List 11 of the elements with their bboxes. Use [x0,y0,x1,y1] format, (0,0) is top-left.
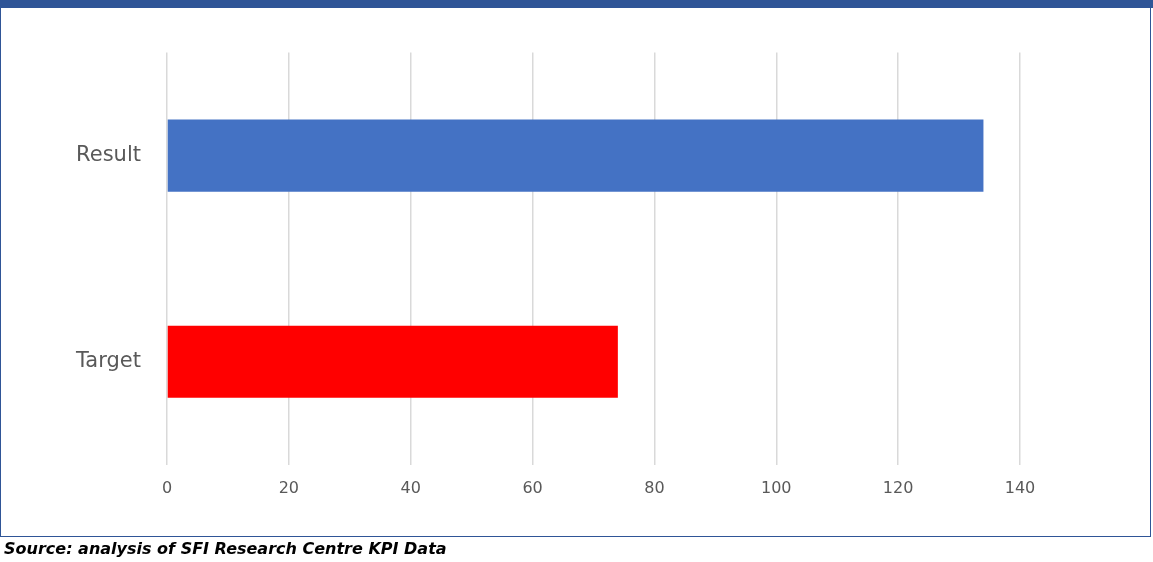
x-tick-label: 60 [522,477,543,497]
x-tick-label: 140 [1004,477,1036,497]
y-tick-label: Result [76,142,141,167]
x-tick-label: 100 [761,477,792,497]
source-note: Source: analysis of SFI Research Centre KPI Data [4,539,447,558]
y-tick-label: Target [75,348,141,373]
x-tick-label: 0 [161,477,173,497]
x-tick-label: 40 [400,477,421,497]
x-tick-label: 20 [278,477,300,497]
x-tick-label: 120 [882,477,914,497]
x-tick-label: 80 [644,477,665,497]
